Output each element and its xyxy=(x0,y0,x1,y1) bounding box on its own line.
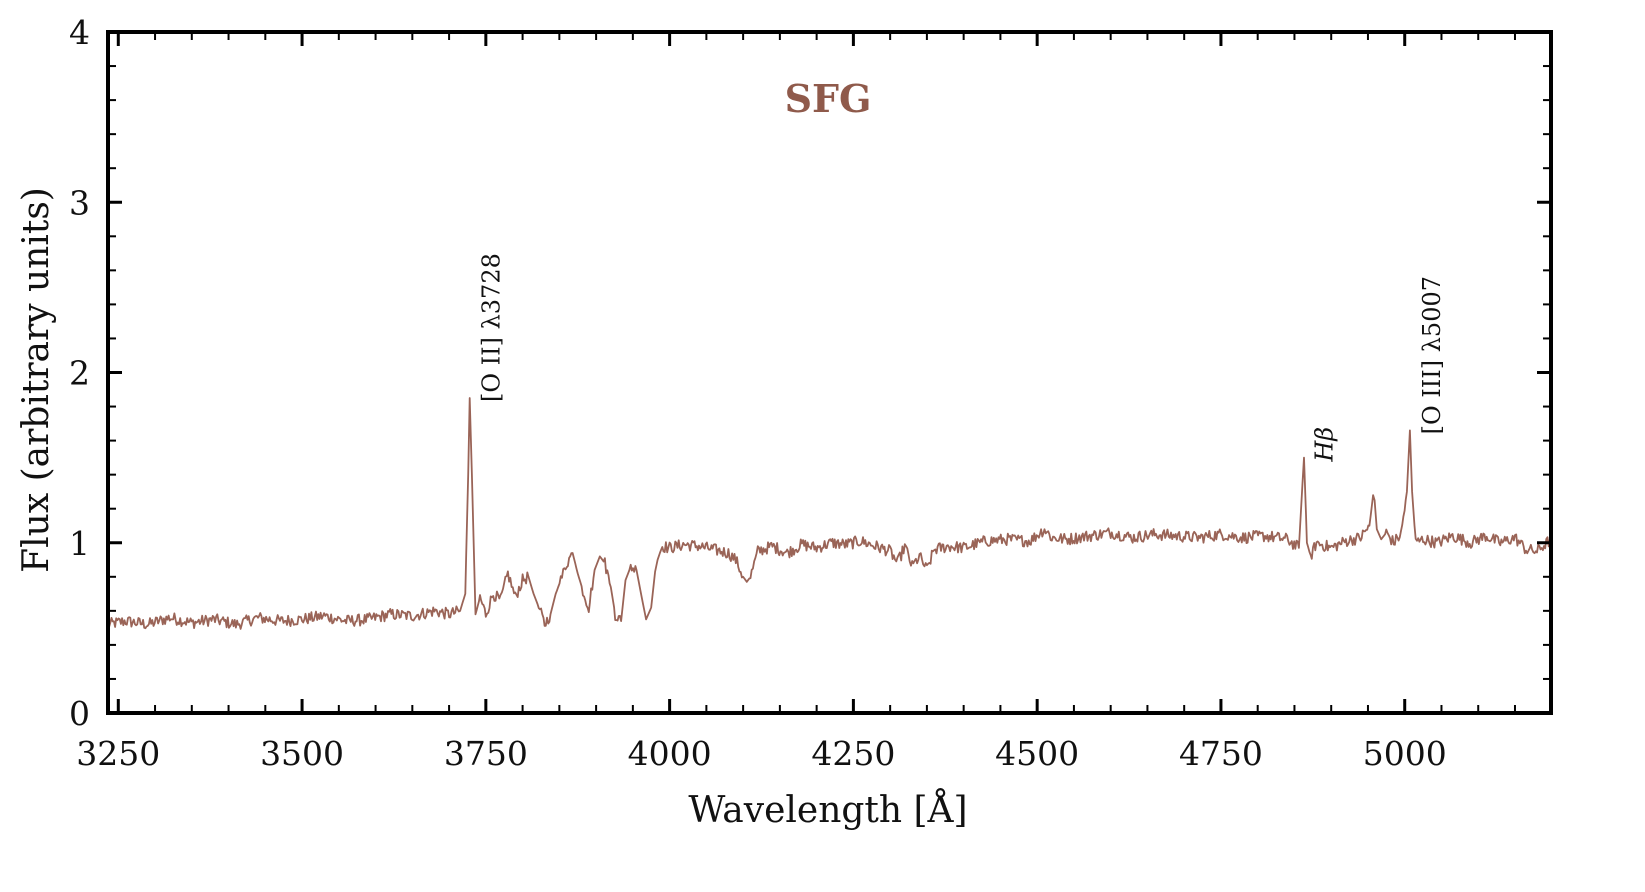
x-tick-label: 3250 xyxy=(76,734,160,773)
x-axis-label: Wavelength [Å] xyxy=(688,789,967,831)
spectrum-line-0 xyxy=(107,397,1552,630)
x-tick-label: 3750 xyxy=(444,734,528,773)
annotation-label: [O III] λ5007 xyxy=(1418,276,1446,434)
annotation-label: Hβ xyxy=(1311,427,1339,463)
x-axis-tick-labels: 3250 3500 3750 4000 4250 4500 4750 5000 xyxy=(76,734,1446,773)
y-tick-label: 3 xyxy=(69,183,90,222)
y-axis-label: Flux (arbitrary units) xyxy=(16,187,57,573)
x-tick-label: 4500 xyxy=(995,734,1079,773)
y-tick-label: 0 xyxy=(69,694,90,733)
annotation-label: [O II] λ3728 xyxy=(478,253,506,402)
x-tick-label: 4000 xyxy=(628,734,712,773)
y-axis-ticks xyxy=(108,30,1551,715)
x-axis-ticks xyxy=(116,32,1516,713)
y-tick-label: 2 xyxy=(69,354,90,393)
y-tick-label: 1 xyxy=(69,524,90,563)
y-tick-label: 4 xyxy=(69,13,90,52)
axes-frame xyxy=(106,30,1553,715)
x-tick-label: 5000 xyxy=(1363,734,1447,773)
x-tick-label: 4250 xyxy=(811,734,895,773)
x-tick-label: 4750 xyxy=(1179,734,1263,773)
y-axis-tick-labels: 0 1 2 3 4 xyxy=(69,13,90,733)
line-annotations: [O II] λ3728 Hβ [O III] λ5007 xyxy=(478,253,1446,463)
chart-title: SFG xyxy=(785,76,872,121)
plot-area xyxy=(107,397,1552,630)
x-tick-label: 3500 xyxy=(260,734,344,773)
